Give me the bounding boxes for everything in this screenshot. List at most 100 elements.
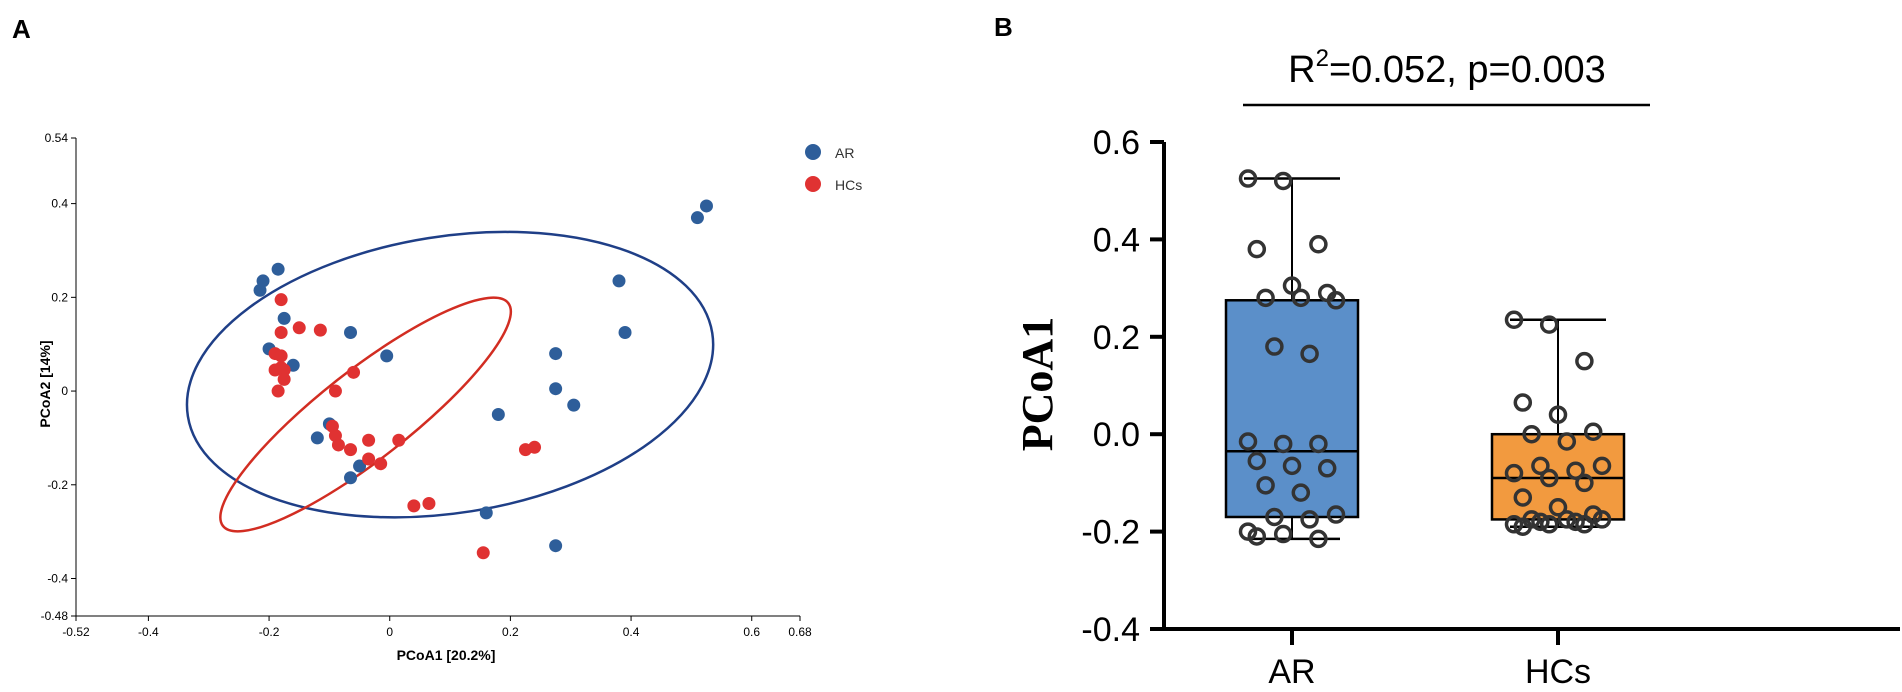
point-hcs (374, 457, 388, 471)
box-point-hcs (1575, 515, 1594, 534)
legend-hcs-label: HCs (835, 177, 862, 193)
b-x-category-hcs: HCs (1525, 653, 1591, 691)
point-ar (353, 459, 367, 473)
box-point-hcs (1504, 515, 1524, 534)
b-stat-r: R (1288, 49, 1315, 91)
box-point-ar (1309, 529, 1328, 549)
point-hcs (268, 363, 282, 377)
point-ar (271, 262, 285, 276)
box-point-ar (1273, 524, 1293, 544)
box-point-hcs (1575, 473, 1594, 493)
box-point-hcs (1513, 517, 1533, 536)
a-x-tick-label: 0.68 (788, 625, 812, 639)
point-ar (618, 325, 632, 339)
box-point-hcs (1539, 315, 1559, 334)
box-point-ar (1326, 291, 1346, 310)
b-stat-label: R2=0.052, p=0.003 (1288, 45, 1606, 91)
a-ellipses (185, 230, 715, 533)
box-point-ar (1256, 288, 1275, 308)
point-hcs (331, 438, 345, 452)
point-ar (277, 311, 291, 325)
point-hcs (313, 323, 327, 337)
pcoa1-box-plot: R2=0.052, p=0.003 0.6 0.4 0.2 0.0 -0.2 -0.4 A… (1013, 45, 1900, 691)
box-point-ar (1282, 276, 1302, 295)
b-stat-rest: =0.052, p=0.003 (1329, 49, 1606, 91)
a-x-tick-label: -0.2 (259, 625, 280, 639)
box-point-hcs (1548, 498, 1568, 517)
box-point-hcs (1531, 512, 1550, 532)
a-y-tick-label: -0.48 (41, 609, 69, 623)
box-point-ar (1238, 432, 1258, 451)
box-point-ar (1309, 434, 1328, 454)
box-point-hcs (1592, 456, 1612, 476)
box-point-hcs (1566, 461, 1585, 480)
box-point-ar (1247, 239, 1267, 259)
a-y-tick-label: 0.2 (51, 290, 68, 304)
panel-a-letter: A (12, 14, 31, 44)
b-y-tick-label: -0.2 (1081, 514, 1140, 552)
panel-b-letter: B (994, 12, 1013, 42)
a-x-tick-label: -0.4 (138, 625, 159, 639)
box-point-ar (1265, 337, 1284, 356)
box-point-hcs (1557, 432, 1577, 451)
point-ar (344, 325, 358, 339)
pcoa-scatter-plot: -0.52 -0.4 -0.2 0 0.2 0.4 0.6 0.68 0.540.40.20-… (37, 131, 862, 663)
point-hcs (528, 440, 542, 454)
point-ar (310, 431, 324, 445)
b-boxes (1224, 169, 1626, 549)
point-hcs (277, 363, 291, 377)
b-x-category-ar: AR (1268, 653, 1315, 691)
point-ar (380, 349, 394, 363)
box-point-ar (1282, 456, 1302, 476)
ellipse-ar (185, 230, 715, 519)
b-x-categories: AR HCs (1268, 629, 1591, 691)
a-legend: AR HCs (805, 144, 862, 193)
a-y-ticks: 0.54 0.4 0.2 0 -0.2 -0.4 -0.48 (41, 131, 76, 623)
a-y-tick-label: -0.2 (47, 478, 68, 492)
box-point-ar (1291, 483, 1311, 502)
box-point-ar (1265, 507, 1284, 527)
box-point-ar (1309, 235, 1328, 254)
point-hcs (274, 293, 288, 307)
point-hcs (347, 365, 361, 379)
point-hcs (407, 499, 421, 513)
a-y-tick-label: -0.4 (47, 572, 68, 586)
box-ar (1224, 299, 1360, 519)
box-point-ar (1326, 505, 1346, 524)
b-y-ticks: 0.6 0.4 0.2 0.0 -0.2 -0.4 (1081, 124, 1164, 649)
box-point-ar (1317, 459, 1337, 478)
point-ar (699, 199, 713, 213)
a-x-tick-label: -0.52 (62, 625, 90, 639)
point-hcs (292, 321, 306, 335)
box-point-hcs (1566, 512, 1585, 532)
point-hcs (422, 497, 436, 511)
box-point-ar (1300, 510, 1319, 529)
a-x-tick-label: 0.6 (743, 625, 760, 639)
box-point-hcs (1504, 463, 1524, 483)
box-point-ar (1273, 434, 1293, 454)
a-y-tick-label: 0 (61, 384, 68, 398)
box-point-ar (1300, 344, 1319, 364)
point-ar (253, 283, 267, 297)
box-point-hcs (1592, 510, 1612, 529)
point-ar (567, 398, 581, 412)
a-x-tick-label: 0.4 (623, 625, 640, 639)
legend-ar-marker (805, 144, 821, 160)
ellipse-hcs (219, 296, 513, 533)
point-ar (549, 347, 563, 361)
point-hcs (328, 384, 342, 398)
b-y-tick-label: 0.6 (1093, 124, 1140, 162)
box-point-hcs (1575, 351, 1594, 371)
box-point-hcs (1504, 310, 1524, 330)
box-point-ar (1238, 169, 1258, 188)
a-x-tick-label: 0.2 (502, 625, 519, 639)
box-point-hcs (1513, 393, 1533, 412)
point-hcs (274, 325, 288, 339)
point-ar (344, 471, 358, 485)
b-y-tick-label: 0.4 (1093, 221, 1140, 259)
legend-ar-label: AR (835, 145, 854, 161)
point-ar (549, 539, 563, 553)
a-y-axis-label: PCoA2 [14%] (37, 340, 53, 427)
